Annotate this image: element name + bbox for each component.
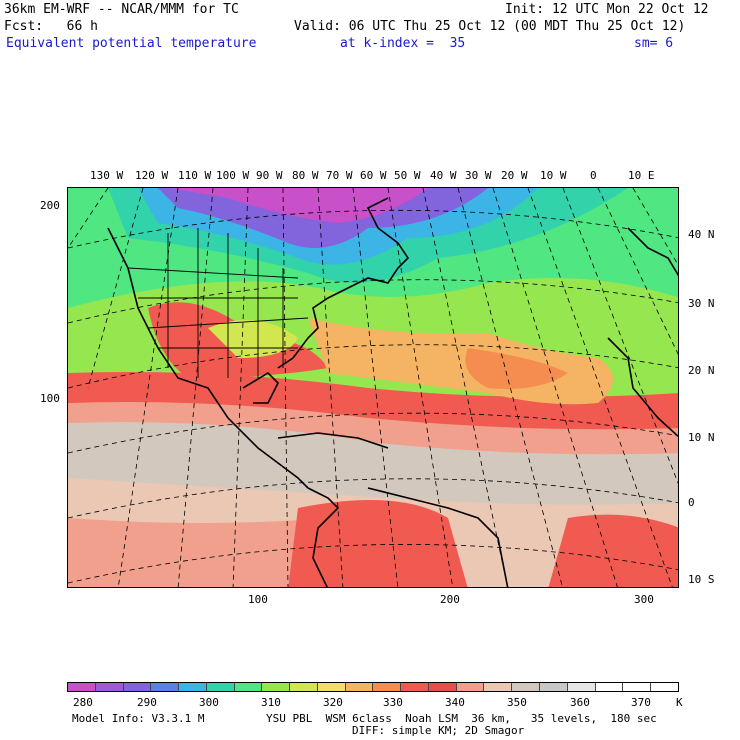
longitude-label: 40 W: [430, 169, 457, 182]
latitude-label: 10 N: [688, 431, 715, 444]
latitude-label: 20 N: [688, 364, 715, 377]
band-320: [208, 320, 298, 358]
latitude-label: 10 S: [688, 573, 715, 586]
longitude-label: 110 W: [178, 169, 212, 182]
color-swatch: [512, 683, 541, 691]
longitude-label: 10 E: [628, 169, 655, 182]
color-scale-bar: [67, 682, 679, 692]
grid-y-label-200: 200: [40, 199, 60, 212]
grid-y-label-100: 100: [40, 392, 60, 405]
color-scale-label: 310: [261, 696, 281, 709]
band-africa: [548, 514, 678, 587]
latlon-grid: [68, 188, 678, 587]
header-valid-time: Valid: 06 UTC Thu 25 Oct 12 (00 MDT Thu …: [294, 19, 686, 34]
longitude-label: 0: [590, 169, 597, 182]
footer-diffusion: DIFF: simple KM; 2D Smagor: [352, 724, 525, 737]
color-swatch: [317, 683, 346, 691]
longitude-label: 80 W: [292, 169, 319, 182]
header-forecast-hour: Fcst: 66 h: [4, 19, 98, 34]
level-info: at k-index = 35: [340, 36, 466, 51]
longitude-label: 130 W: [90, 169, 124, 182]
state-boundaries: [127, 228, 309, 378]
color-swatch: [623, 683, 652, 691]
longitude-label: 90 W: [256, 169, 283, 182]
grid-x-label-200: 200: [440, 593, 460, 606]
color-scale-label: 330: [383, 696, 403, 709]
latitude-label: 30 N: [688, 297, 715, 310]
smoothing-info: sm= 6: [634, 36, 674, 51]
color-scale-unit: K: [676, 696, 683, 709]
color-swatch: [123, 683, 152, 691]
longitude-label: 70 W: [326, 169, 353, 182]
band-south-america: [288, 500, 468, 587]
color-swatch: [95, 683, 124, 691]
color-swatch: [345, 683, 374, 691]
color-swatch: [651, 683, 678, 691]
footer-model-info: Model Info: V3.3.1 M: [72, 712, 205, 725]
theta-e-map: [67, 187, 679, 588]
color-swatch: [290, 683, 318, 691]
color-swatch: [68, 683, 96, 691]
longitude-label: 10 W: [540, 169, 567, 182]
longitude-label: 60 W: [360, 169, 387, 182]
map-canvas: [68, 188, 678, 587]
color-swatch: [595, 683, 624, 691]
longitude-label: 120 W: [135, 169, 169, 182]
color-scale-label: 320: [323, 696, 343, 709]
color-scale-label: 370: [631, 696, 651, 709]
latitude-label: 0: [688, 496, 695, 509]
band-335: [465, 348, 568, 389]
color-swatch: [456, 683, 485, 691]
longitude-label: 20 W: [501, 169, 528, 182]
field-name: Equivalent potential temperature: [6, 36, 257, 51]
color-swatch: [151, 683, 180, 691]
color-swatch: [540, 683, 568, 691]
color-swatch: [262, 683, 291, 691]
longitude-label: 50 W: [394, 169, 421, 182]
color-swatch: [206, 683, 235, 691]
header-model-title: 36km EM-WRF -- NCAR/MMM for TC: [4, 2, 239, 17]
color-swatch: [428, 683, 457, 691]
color-swatch: [484, 683, 513, 691]
band-280: [168, 188, 428, 223]
color-swatch: [179, 683, 207, 691]
grid-x-label-100: 100: [248, 593, 268, 606]
latitude-label: 40 N: [688, 228, 715, 241]
header-init-time: Init: 12 UTC Mon 22 Oct 12: [505, 2, 709, 17]
color-scale-label: 340: [445, 696, 465, 709]
color-scale-label: 290: [137, 696, 157, 709]
color-swatch: [567, 683, 596, 691]
color-swatch: [234, 683, 263, 691]
longitude-label: 30 W: [465, 169, 492, 182]
color-scale-label: 300: [199, 696, 219, 709]
longitude-label: 100 W: [216, 169, 250, 182]
color-swatch: [401, 683, 429, 691]
color-scale-label: 280: [73, 696, 93, 709]
color-swatch: [373, 683, 402, 691]
footer-physics: YSU PBL WSM 6class Noah LSM 36 km, 35 le…: [266, 712, 657, 725]
grid-x-label-300: 300: [634, 593, 654, 606]
color-scale-label: 350: [507, 696, 527, 709]
color-scale-label: 360: [570, 696, 590, 709]
coastlines: [107, 197, 678, 587]
